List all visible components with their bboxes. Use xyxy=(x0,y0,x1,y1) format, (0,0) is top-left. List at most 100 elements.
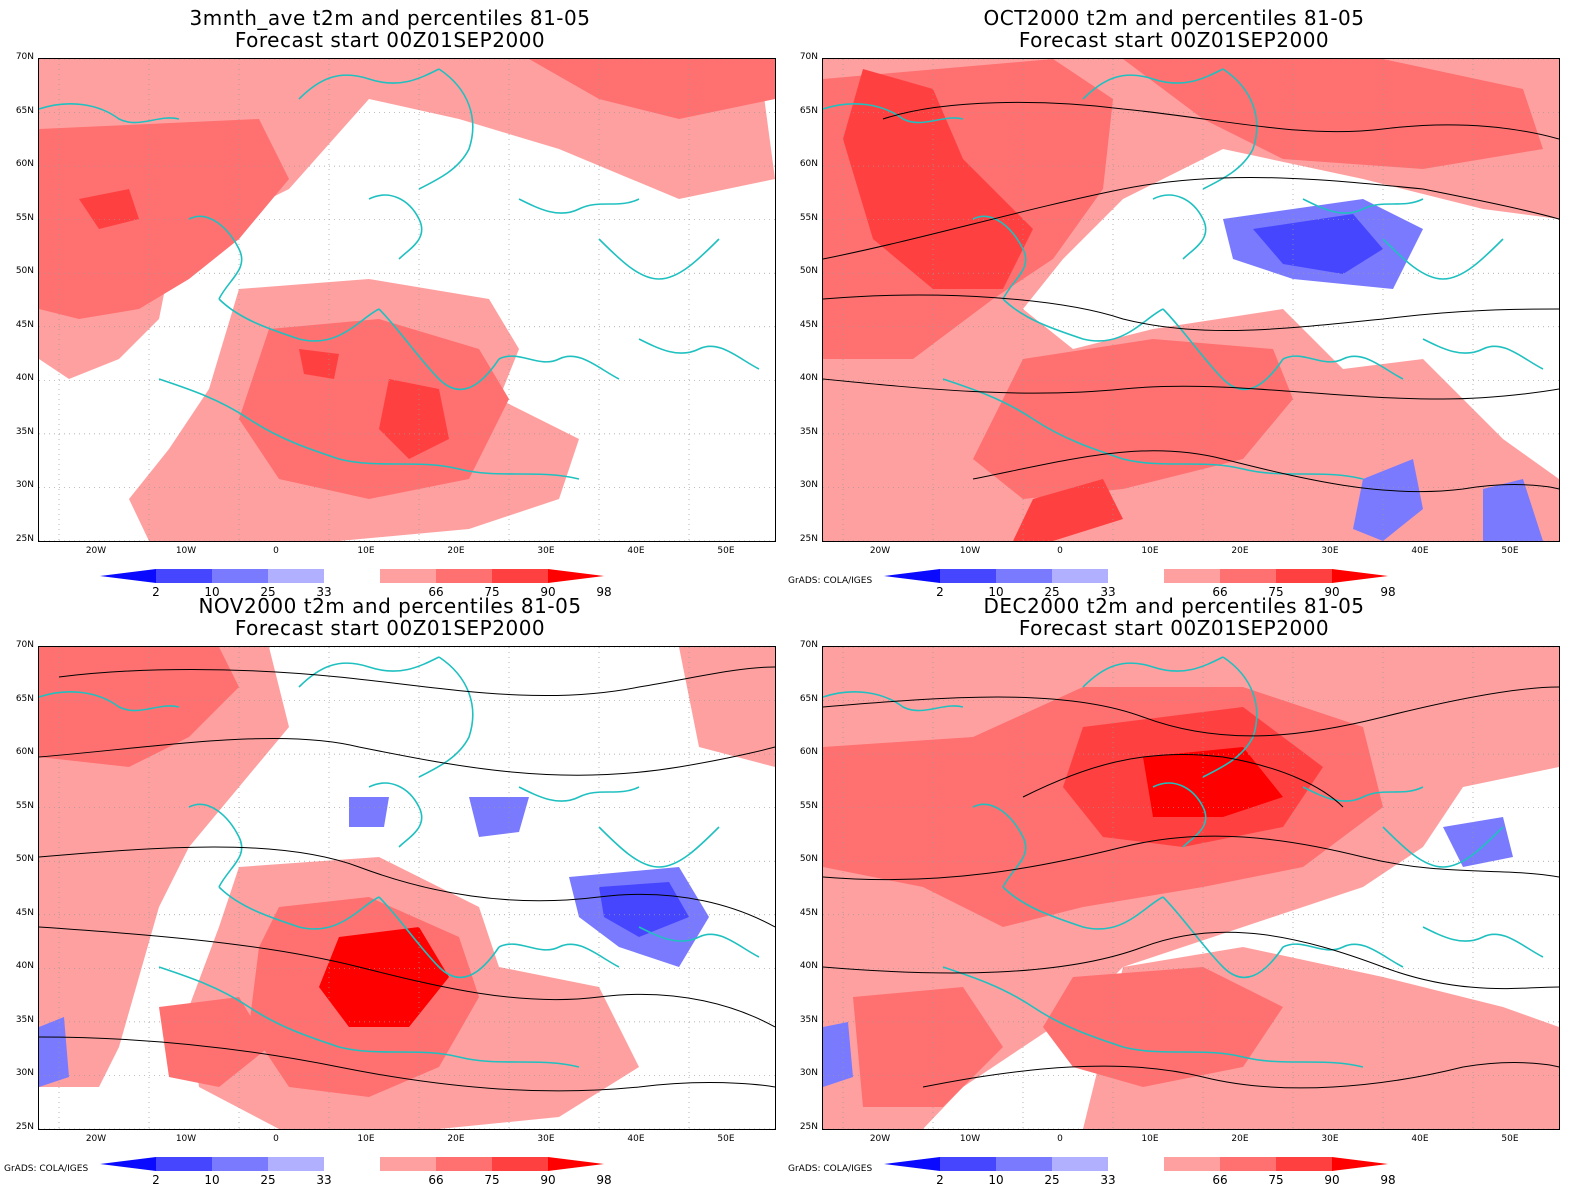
coastline xyxy=(1282,355,1404,380)
lon-tick-label: 20E xyxy=(1231,1134,1249,1144)
percentile-shading xyxy=(299,349,339,379)
colorbar-segment xyxy=(212,1157,268,1171)
temperature-contour xyxy=(882,101,1559,140)
coastline xyxy=(518,198,640,214)
coastline xyxy=(598,238,720,280)
lat-tick-label: 65N xyxy=(15,105,34,116)
colorbar-label: 10 xyxy=(988,585,1004,599)
lat-tick-label: 55N xyxy=(15,800,34,811)
lat-tick-label: 35N xyxy=(799,426,818,437)
lat-tick-label: 25N xyxy=(799,1122,818,1132)
lon-tick-label: 50E xyxy=(717,1134,735,1144)
colorbar-segment xyxy=(100,1157,156,1171)
lat-tick-label: 55N xyxy=(799,212,818,223)
colorbar-segment xyxy=(1164,569,1220,583)
temperature-contour xyxy=(58,666,775,697)
lat-tick-label: 50N xyxy=(799,854,818,865)
lon-tick-label: 10E xyxy=(357,546,375,556)
temperature-contour xyxy=(39,926,775,1028)
colorbar-label: 33 xyxy=(316,585,332,599)
map-plot-area xyxy=(38,646,776,1130)
temperature-contour xyxy=(39,846,775,928)
panel-title: 3mnth_ave t2m and percentiles 81-05 xyxy=(189,6,591,30)
lon-tick-label: 40E xyxy=(627,546,645,556)
colorbar-segment xyxy=(884,569,940,583)
lon-tick-label: 50E xyxy=(1501,1134,1519,1144)
colorbar xyxy=(100,569,604,583)
lat-tick-label: 30N xyxy=(15,480,34,491)
percentile-shading xyxy=(159,997,269,1087)
map-canvas xyxy=(39,59,775,541)
temperature-contour xyxy=(39,737,775,776)
lat-tick-label: 60N xyxy=(799,159,818,170)
lat-tick-label: 45N xyxy=(799,907,818,918)
lat-tick-label: 65N xyxy=(799,693,818,704)
coastline xyxy=(1202,656,1258,778)
coastline xyxy=(158,966,340,1048)
colorbar-label: 10 xyxy=(204,1173,220,1187)
percentile-shading xyxy=(79,189,139,229)
map-canvas xyxy=(823,647,1559,1129)
lat-tick-label: 65N xyxy=(15,693,34,704)
colorbar-label: 66 xyxy=(428,1173,444,1187)
lon-tick-label: 10W xyxy=(175,1134,197,1144)
colorbar-label: 98 xyxy=(1380,585,1396,599)
lat-tick-label: 25N xyxy=(15,534,34,544)
colorbar xyxy=(100,1157,604,1171)
lon-tick-label: 10W xyxy=(175,546,197,556)
lat-tick-label: 50N xyxy=(15,266,34,277)
lat-tick-label: 30N xyxy=(799,1068,818,1079)
colorbar xyxy=(884,569,1388,583)
temperature-contour xyxy=(823,686,1559,737)
percentile-shading xyxy=(1483,479,1543,541)
lat-tick-label: 30N xyxy=(799,480,818,491)
coastline xyxy=(1002,886,1164,930)
percentile-shading xyxy=(469,797,529,837)
lat-tick-label: 65N xyxy=(799,105,818,116)
lat-tick-label: 70N xyxy=(15,640,34,650)
colorbar-label: 10 xyxy=(988,1173,1004,1187)
colorbar-segment xyxy=(1332,569,1388,583)
percentile-shading xyxy=(319,927,449,1027)
colorbar-segment xyxy=(492,1157,548,1171)
colorbar-label: 90 xyxy=(540,1173,556,1187)
colorbar-segment xyxy=(1052,569,1108,583)
map-panel-nov2000: NOV2000 t2m and percentiles 81-05 Forecas… xyxy=(0,588,780,1187)
coastline xyxy=(218,886,380,930)
percentile-shading xyxy=(39,119,289,319)
grads-credit: GrADS: COLA/IGES xyxy=(788,1164,873,1174)
lon-tick-label: 30E xyxy=(537,1134,555,1144)
lon-tick-label: 20W xyxy=(85,546,107,556)
lon-tick-label: 0 xyxy=(273,1134,279,1144)
lat-tick-label: 35N xyxy=(799,1014,818,1025)
coastline xyxy=(518,786,640,802)
lon-tick-label: 40E xyxy=(627,1134,645,1144)
panel-title: OCT2000 t2m and percentiles 81-05 xyxy=(983,6,1365,30)
colorbar-segment xyxy=(1276,1157,1332,1171)
coastline xyxy=(188,803,243,888)
map-panel-dec2000: DEC2000 t2m and percentiles 81-05 Forecas… xyxy=(784,588,1564,1187)
coastline xyxy=(378,896,500,979)
lon-tick-label: 0 xyxy=(1057,546,1063,556)
lat-tick-label: 40N xyxy=(15,373,34,384)
colorbar-label: 75 xyxy=(1268,585,1284,599)
map-plot-area xyxy=(822,58,1560,542)
percentile-shading xyxy=(1123,59,1543,169)
colorbar-segment xyxy=(996,1157,1052,1171)
coastline xyxy=(972,803,1027,888)
colorbar-segment xyxy=(1220,569,1276,583)
coastline xyxy=(1422,338,1544,370)
coastline xyxy=(1302,786,1424,802)
map-panel-3month: 3mnth_ave t2m and percentiles 81-05 Forec… xyxy=(0,0,780,599)
temperature-contour xyxy=(922,1062,1559,1089)
coastline xyxy=(338,1046,580,1068)
temperature-contour xyxy=(823,835,1559,881)
colorbar-label: 98 xyxy=(596,585,612,599)
percentile-shading xyxy=(1443,817,1513,867)
coastline xyxy=(1422,926,1544,958)
coastline xyxy=(1162,896,1284,979)
temperature-contour xyxy=(823,176,1559,260)
coastline xyxy=(638,338,760,370)
coastline xyxy=(368,782,423,848)
percentile-shading xyxy=(239,319,509,499)
